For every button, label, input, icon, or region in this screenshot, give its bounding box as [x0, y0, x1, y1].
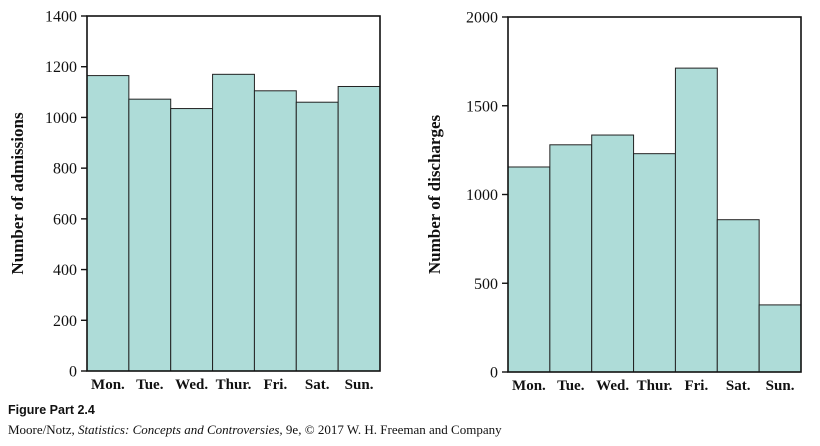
bar-discharges-thur — [633, 153, 676, 373]
bar-admissions-wed — [170, 108, 214, 372]
y-axis-label-discharges: Number of discharges — [425, 114, 444, 274]
bar-admissions-sat — [295, 101, 339, 372]
x-tick-label-admissions: Wed. — [175, 377, 208, 393]
x-tick-label-admissions: Sat. — [305, 377, 330, 393]
x-tick-label-admissions: Tue. — [136, 377, 164, 393]
bar-discharges-mon — [507, 166, 551, 373]
x-tick-label-admissions: Sun. — [345, 377, 374, 393]
chart-discharges: 0 500 1000 1500 2000 Mon. Tue. Wed. Thur. Fri. Sat… — [425, 10, 802, 394]
x-tick-label-admissions: Mon. — [91, 377, 125, 393]
y-tick-label-admissions: 200 — [53, 313, 77, 330]
plot-frame-admissions — [86, 15, 381, 372]
x-tick-label-discharges: Fri. — [684, 378, 708, 394]
bar-discharges-tue — [549, 144, 593, 373]
x-tick-label-discharges: Sun. — [766, 378, 795, 394]
bar-admissions-sun — [337, 85, 381, 372]
y-tick-label-discharges: 1500 — [466, 98, 498, 115]
y-tick-label-admissions: 600 — [53, 211, 77, 228]
bar-discharges-sun — [758, 304, 802, 373]
bar-admissions-tue — [128, 98, 172, 372]
bar-admissions-thur — [212, 73, 255, 372]
credit-suffix: 9e, © 2017 W. H. Freeman and Company — [282, 422, 502, 437]
y-tick-label-admissions: 1400 — [45, 9, 77, 26]
figure-label: Figure Part 2.4 — [8, 403, 95, 417]
x-tick-label-discharges: Sat. — [726, 378, 751, 394]
y-tick-label-admissions: 0 — [69, 364, 77, 381]
figure-credit: Moore/Notz, Statistics: Concepts and Con… — [8, 422, 502, 438]
credit-title: Statistics: Concepts and Controversies, — [78, 422, 283, 437]
y-tick-label-discharges: 500 — [474, 276, 498, 293]
x-tick-label-admissions: Thur. — [216, 377, 252, 393]
bar-admissions-fri — [253, 90, 297, 372]
y-tick-label-admissions: 1000 — [45, 110, 77, 127]
y-axis-label-admissions: Number of admissions — [8, 112, 27, 275]
x-tick-label-discharges: Thur. — [637, 378, 673, 394]
bar-discharges-wed — [591, 134, 635, 373]
x-tick-label-admissions: Fri. — [263, 377, 287, 393]
x-tick-label-discharges: Tue. — [557, 378, 585, 394]
y-tick-label-discharges: 2000 — [466, 10, 498, 27]
x-tick-label-discharges: Mon. — [512, 378, 546, 394]
y-tick-label-admissions: 800 — [53, 161, 77, 178]
bar-discharges-sat — [716, 219, 760, 373]
chart-admissions: 0 200 400 600 800 1000 1200 1400 Mon. Tue. Wed. Thu… — [8, 9, 381, 393]
x-tick-label-discharges: Wed. — [596, 378, 629, 394]
y-tick-label-discharges: 0 — [490, 365, 498, 382]
bar-discharges-fri — [674, 67, 718, 373]
y-tick-label-admissions: 400 — [53, 262, 77, 279]
y-tick-label-admissions: 1200 — [45, 59, 77, 76]
credit-prefix: Moore/Notz, — [8, 422, 79, 437]
y-tick-label-discharges: 1000 — [466, 187, 498, 204]
bar-admissions-mon — [86, 75, 130, 372]
